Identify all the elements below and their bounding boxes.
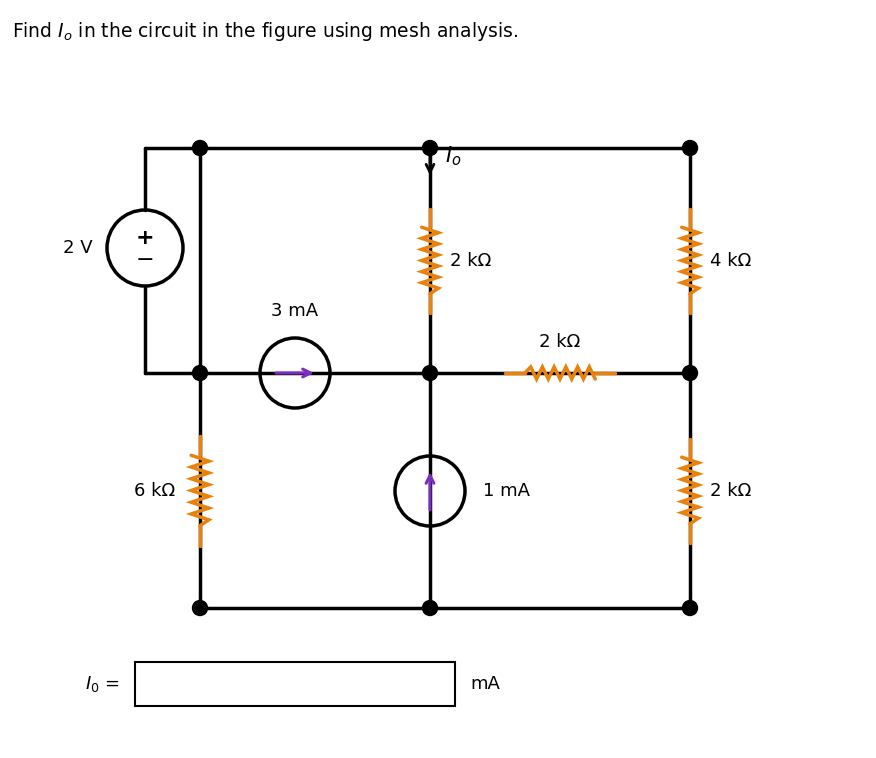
Circle shape (422, 365, 437, 381)
Circle shape (193, 140, 208, 155)
Circle shape (682, 365, 697, 381)
Text: 4 kΩ: 4 kΩ (710, 252, 752, 270)
Circle shape (422, 600, 437, 615)
Text: mA: mA (470, 675, 500, 693)
Circle shape (193, 600, 208, 615)
Text: Find $I_o$ in the circuit in the figure using mesh analysis.: Find $I_o$ in the circuit in the figure … (12, 20, 518, 43)
Text: −: − (136, 250, 154, 270)
Circle shape (193, 365, 208, 381)
Text: 1 mA: 1 mA (483, 482, 530, 500)
Text: 2 V: 2 V (63, 239, 93, 257)
Text: $I_o$: $I_o$ (445, 144, 462, 168)
Text: $I_0$ =: $I_0$ = (85, 674, 120, 694)
Circle shape (682, 140, 697, 155)
Text: 3 mA: 3 mA (272, 302, 319, 320)
Text: 2 kΩ: 2 kΩ (540, 333, 581, 351)
Text: 2 kΩ: 2 kΩ (710, 481, 752, 500)
FancyBboxPatch shape (135, 662, 455, 706)
Circle shape (682, 600, 697, 615)
Text: 6 kΩ: 6 kΩ (134, 481, 175, 500)
Circle shape (422, 140, 437, 155)
Text: +: + (136, 228, 154, 248)
Text: 2 kΩ: 2 kΩ (450, 252, 491, 270)
